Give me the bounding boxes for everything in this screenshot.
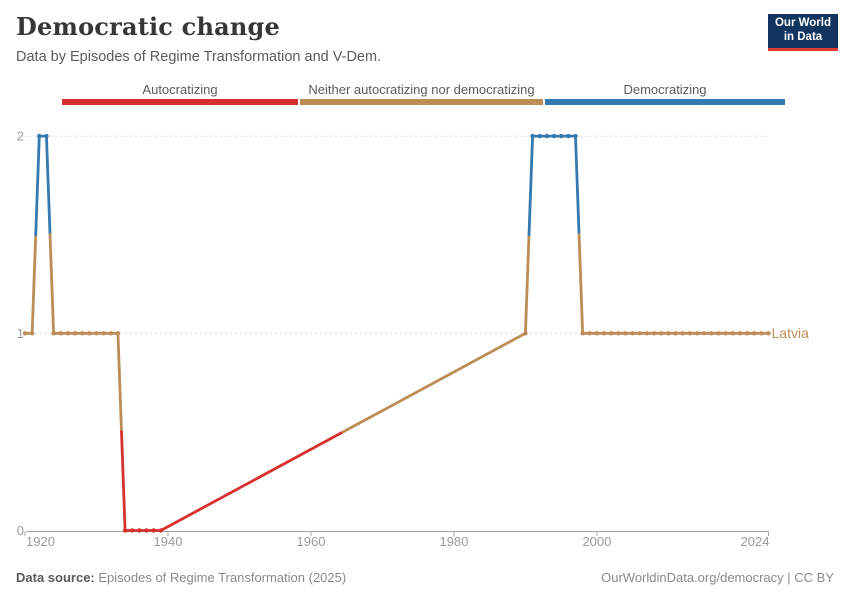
y-tick-label: 1 (17, 326, 24, 341)
data-point (609, 331, 614, 336)
data-point (673, 331, 678, 336)
x-tick-label: 2000 (582, 534, 611, 549)
line-segment (577, 233, 585, 335)
footer-source-label: Data source: (16, 570, 95, 585)
data-point (680, 331, 685, 336)
data-point (737, 331, 743, 336)
line-segment (120, 430, 127, 532)
data-point (701, 331, 707, 336)
data-point (130, 528, 135, 533)
data-point (744, 331, 750, 336)
data-point (616, 331, 621, 336)
line-segment (116, 331, 123, 434)
data-point (79, 331, 85, 336)
line-segment (524, 233, 531, 335)
y-tick-label: 2 (17, 129, 24, 144)
data-point (58, 331, 63, 336)
data-point (122, 528, 128, 533)
legend-label-autocratizing[interactable]: Autocratizing (142, 82, 218, 97)
data-point (730, 331, 735, 336)
data-point (623, 331, 628, 336)
data-point (551, 133, 557, 139)
footer-source: Data source: Episodes of Regime Transfor… (16, 570, 346, 585)
data-point (566, 133, 571, 139)
data-point (644, 331, 650, 336)
data-point (94, 331, 99, 336)
data-point (87, 331, 92, 336)
x-tick-label: 2024 (741, 534, 770, 549)
y-tick-label: 0 (17, 523, 24, 538)
line-segment (48, 233, 55, 335)
entity-label: Latvia (772, 325, 810, 341)
data-point (115, 331, 121, 336)
data-point (630, 331, 635, 336)
x-tick-label: 1960 (297, 534, 326, 549)
data-point (151, 528, 156, 533)
data-point (766, 331, 771, 336)
data-point (709, 331, 714, 336)
x-tick-label: 1940 (154, 534, 183, 549)
x-tick-label: 1980 (439, 534, 468, 549)
data-point (587, 331, 592, 336)
footer-source-value: Episodes of Regime Transformation (2025) (94, 570, 347, 585)
x-tick-label: 1920 (26, 534, 55, 549)
data-point (752, 331, 757, 336)
legend-bar-democratizing[interactable] (545, 99, 785, 105)
data-point (716, 331, 721, 336)
data-point (51, 331, 56, 336)
data-point (651, 331, 657, 336)
line-segment (45, 134, 52, 237)
line-segment (574, 134, 581, 237)
footer-credit-link[interactable]: OurWorldinData.org/democracy | CC BY (601, 570, 834, 585)
data-point (558, 133, 564, 139)
data-point (22, 331, 28, 336)
data-point (687, 331, 693, 336)
data-point (537, 133, 542, 139)
data-point (723, 331, 728, 336)
line-segment (34, 134, 41, 237)
data-point (108, 331, 113, 336)
data-point (580, 331, 585, 336)
data-point (637, 331, 643, 336)
data-point (65, 331, 71, 336)
owid-logo-line1: Our World (774, 17, 831, 29)
data-point (594, 331, 600, 336)
data-point (72, 331, 78, 336)
data-point (666, 331, 671, 336)
page-subtitle: Data by Episodes of Regime Transformatio… (16, 49, 382, 65)
data-point (137, 528, 142, 533)
owid-logo-line2: in Data (783, 30, 823, 43)
legend-bar-neither[interactable] (300, 99, 543, 105)
data-point (101, 331, 106, 336)
data-point (573, 133, 578, 139)
page-title: Democratic change (16, 12, 280, 41)
data-point (759, 331, 764, 336)
data-point (530, 133, 535, 139)
data-point (544, 133, 550, 139)
legend-bar-autocratizing[interactable] (62, 99, 298, 105)
data-point (144, 528, 149, 533)
data-point (44, 133, 49, 139)
data-point (158, 528, 164, 533)
line-segment (159, 430, 345, 532)
legend-label-democratizing[interactable]: Democratizing (623, 82, 707, 97)
line-segment (30, 233, 38, 335)
owid-logo[interactable]: Our World in Data (768, 14, 838, 51)
data-point (523, 331, 528, 336)
line-segment (341, 331, 527, 434)
data-point (601, 331, 607, 336)
data-point (37, 133, 42, 139)
data-point (694, 331, 700, 336)
line-segment (527, 134, 534, 237)
data-point (29, 331, 35, 336)
data-point (659, 331, 664, 336)
legend-label-neither[interactable]: Neither autocratizing nor democratizing (308, 82, 535, 97)
